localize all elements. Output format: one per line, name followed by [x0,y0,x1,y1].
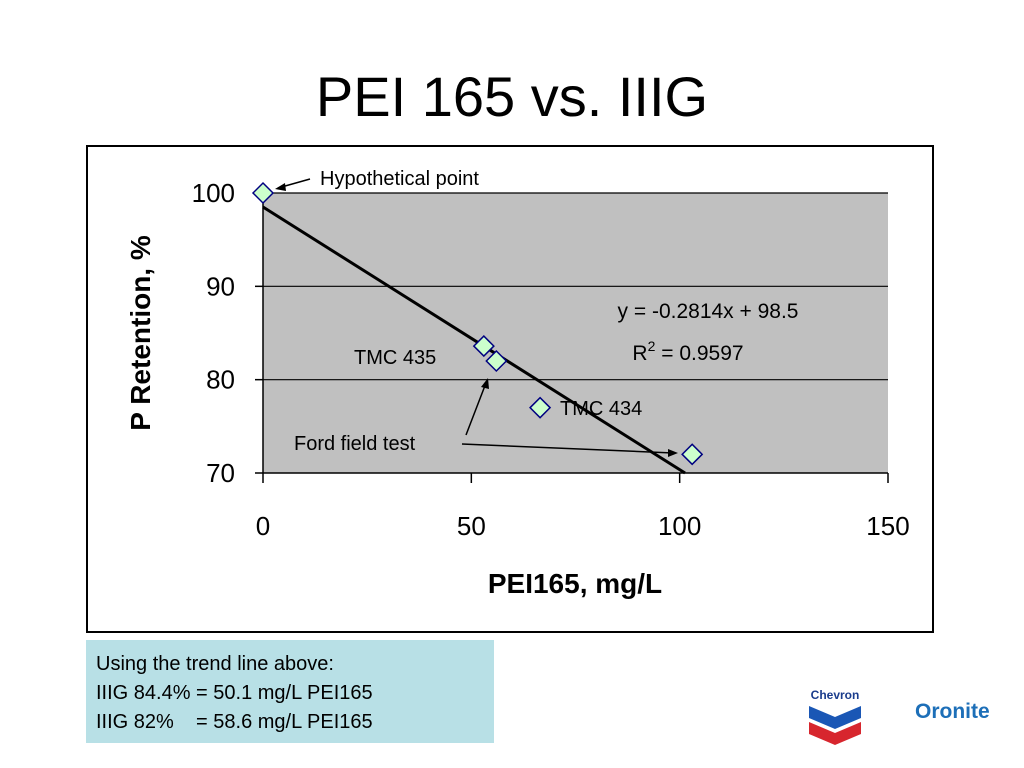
note-line-84: IIIG 84.4% = 50.1 mg/L PEI165 [96,682,373,704]
y-tick-label-100: 100 [192,178,235,208]
arrowhead-hypothetical [275,183,286,191]
arrow-ford-up [465,382,487,436]
y-axis-title: P Retention, % [125,235,156,431]
scatter-chart: 0 50 100 150 70 80 90 100 PEI165, mg/L P Retent… [125,168,910,599]
annotation-ford: Ford field test [294,433,416,455]
x-tick-label-100: 100 [658,511,701,541]
axis-ticks: 0 50 100 150 70 80 90 100 [192,178,910,541]
y-tick-label-80: 80 [206,365,235,395]
x-tick-label-0: 0 [256,511,270,541]
data-point-3 [529,396,552,419]
r-squared: R2 = 0.9597 [632,338,743,365]
annotation-hypothetical: Hypothetical point [320,168,479,190]
chart-frame: 0 50 100 150 70 80 90 100 PEI165, mg/L P Retent… [86,145,934,633]
data-point-4 [681,443,704,466]
chevron-logo: Chevron [800,688,870,748]
note-line-82: IIIG 82% = 58.6 mg/L PEI165 [96,711,373,733]
oronite-logo: Oronite [915,700,990,723]
arrow-ford-right [461,443,674,454]
x-tick-label-50: 50 [457,511,486,541]
x-tick-label-150: 150 [866,511,909,541]
trend-line [262,205,686,475]
y-tick-label-70: 70 [206,458,235,488]
arrowhead-ford-right [668,449,678,457]
data-markers [251,181,704,466]
annotation-tmc434: TMC 434 [560,398,642,420]
data-point-0 [251,181,275,205]
r-squared-prefix: R [632,342,647,365]
trend-equation: y = -0.2814x + 98.5 [618,300,799,323]
slide-title: PEI 165 vs. IIIG [315,65,709,128]
plot-area [263,193,888,473]
r-squared-sup: 2 [648,338,656,354]
note-line-heading: Using the trend line above: [96,653,334,675]
arrowhead-ford-up [481,378,489,389]
grid-lines [263,192,888,381]
x-axis-title: PEI165, mg/L [488,568,662,599]
annotation-tmc435: TMC 435 [354,347,436,369]
data-point-1 [472,335,495,358]
chevron-logo-text: Chevron [810,688,860,702]
y-tick-label-90: 90 [206,271,235,301]
chevron-emblem-icon [809,706,861,745]
data-point-2 [485,349,508,373]
r-squared-value: = 0.9597 [655,342,743,365]
trend-note-box: Using the trend line above: IIIG 84.4% =… [86,640,494,743]
